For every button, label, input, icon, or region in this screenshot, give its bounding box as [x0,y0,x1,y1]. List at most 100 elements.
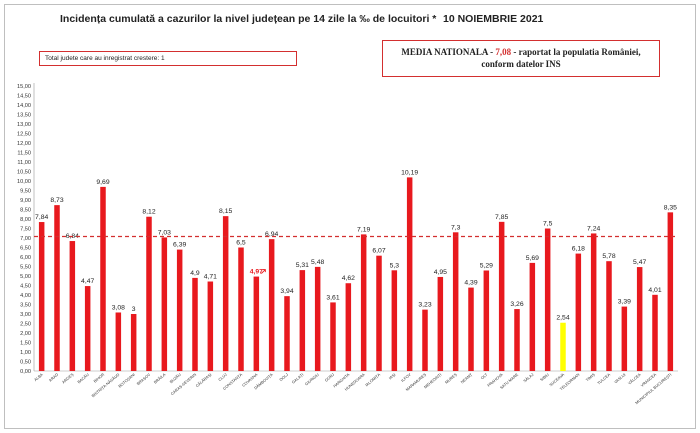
y-tick-label: 12,50 [17,132,31,138]
bar [54,205,60,371]
national-average-box: MEDIA NATIONALA - 7,08 - raportat la pop… [382,40,660,77]
national-average-value: 7,08 [495,47,512,57]
y-tick-label: 10,00 [17,179,31,185]
bar [238,247,244,371]
data-label: 7,24 [587,225,600,232]
data-label: 5,3 [390,262,400,269]
data-label: 7,3 [451,224,461,231]
y-tick-label: 0,00 [20,369,31,375]
chart-frame [4,4,696,429]
category-label: NEAMȚ [459,372,473,385]
category-label: SIBIU [539,372,550,382]
y-tick-label: 3,00 [20,312,31,318]
y-tick-label: 13,00 [17,122,31,128]
bar [268,239,275,371]
y-tick-label: 14,00 [17,103,31,109]
data-label: 2,54 [556,315,569,322]
y-tick-label: 0,50 [20,360,31,366]
bar [360,234,367,371]
category-label: BRĂILA [153,372,167,385]
data-label: 5,47 [633,259,646,266]
bar [452,232,459,371]
data-label: 4,39 [464,280,477,287]
data-label: 4,47 [81,278,94,285]
bar [299,270,306,371]
data-label: 6,5 [236,240,246,247]
y-tick-label: 9,00 [20,198,31,204]
arrow-up-right-icon [261,269,266,274]
bar [38,222,45,371]
data-label: 4,71 [204,274,217,281]
y-tick-label: 14,50 [17,94,31,100]
category-label: IALOMIȚA [364,372,381,388]
bar [69,241,76,371]
bar [406,177,413,371]
bar [590,233,597,371]
national-average-line2: conform datelor INS [481,59,561,69]
bar [376,255,382,371]
bar [498,221,505,371]
category-label: VASLUI [613,372,627,385]
data-label: 4,97 [250,269,263,276]
y-tick-label: 10,50 [17,170,31,176]
data-label: 8,12 [142,209,155,216]
bar [330,302,336,371]
data-label: 5,69 [526,255,539,262]
category-label: ARAD [48,372,60,383]
category-label: TULCEA [596,372,611,386]
bar [345,283,352,371]
report-date: 10 NOIEMBRIE 2021 [443,13,544,25]
category-label: GIURGIU [304,372,320,387]
y-tick-label: 8,00 [20,217,31,223]
y-tick-label: 7,00 [20,236,31,242]
data-label: 3,39 [618,299,631,306]
category-label: BIHOR [92,372,105,384]
data-label: 4,01 [648,287,661,294]
bar [176,249,183,371]
data-label: 8,73 [50,197,63,204]
bar [84,286,91,371]
bar [161,237,168,371]
y-tick-label: 5,50 [20,265,31,271]
y-tick-label: 11,00 [17,160,31,166]
data-label: 5,31 [296,262,309,269]
bar [391,270,398,371]
bar [636,267,643,371]
data-label: 7,84 [35,214,48,221]
category-label: IAȘI [388,372,397,381]
data-label: 10,19 [401,169,418,176]
category-label: SĂLAJ [522,372,534,384]
y-tick-label: 6,00 [20,255,31,261]
bar [437,276,444,371]
y-tick-label: 12,00 [17,141,31,147]
bar [606,261,612,371]
y-tick-label: 4,00 [20,293,31,299]
bar [115,312,122,371]
category-label: BACĂU [76,372,90,385]
category-label: ARGEȘ [61,372,75,385]
y-tick-label: 5,00 [20,274,31,280]
bar [146,216,152,371]
data-label: 3,08 [112,304,125,311]
bar [207,281,214,371]
data-label: 5,29 [480,262,493,269]
bar [652,294,658,371]
data-label: 6,39 [173,242,186,249]
y-tick-label: 15,00 [17,84,31,90]
data-label: 5,48 [311,259,324,266]
data-label: 9,69 [96,179,109,186]
data-label: 3,23 [418,302,431,309]
data-label: 7,03 [158,229,171,236]
bar [422,309,428,371]
bar [100,186,106,371]
chart-title: Incidența cumulată a cazurilor la nivel … [60,13,437,25]
category-label: ILFOV [400,372,412,383]
bar [284,296,290,371]
y-tick-label: 9,50 [20,189,31,195]
bar [529,262,536,371]
bar [667,212,674,371]
category-label: OLT [480,372,489,381]
increase-count-box: Total judete care au inregistrat crester… [39,51,297,66]
category-label: MUREȘ [444,372,458,385]
